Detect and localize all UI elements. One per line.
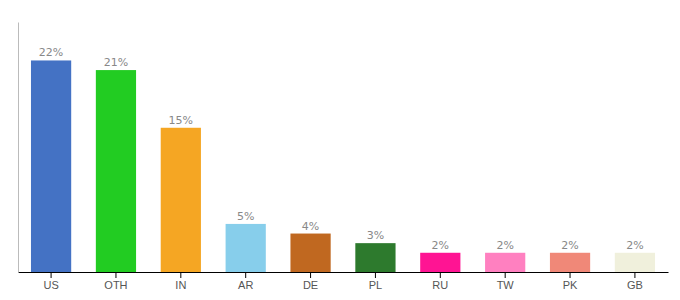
bar: [161, 128, 201, 272]
x-tick-mark: [115, 272, 116, 278]
bar: [550, 253, 590, 272]
x-tick-mark: [51, 272, 52, 278]
x-tick-label: PL: [369, 279, 382, 291]
bar: [96, 70, 136, 272]
bar: [226, 224, 266, 272]
x-tick: RU: [432, 272, 448, 291]
data-label: 22%: [39, 46, 63, 59]
data-label: 15%: [169, 114, 193, 127]
data-label: 2%: [626, 239, 643, 252]
x-tick-mark: [180, 272, 181, 278]
plot: US OTH IN AR DE PL RU TW PK GB 22% 21% 15% 5% 4% 3% 2% 2%…: [19, 23, 669, 291]
x-tick-mark: [570, 272, 571, 278]
chart-container: US OTH IN AR DE PL RU TW PK GB 22% 21% 15% 5% 4% 3% 2% 2%…: [0, 0, 680, 300]
x-tick-mark: [375, 272, 376, 278]
x-tick: PL: [369, 272, 382, 291]
bar: [290, 234, 330, 272]
x-tick-label: DE: [303, 279, 318, 291]
x-tick: TW: [497, 272, 515, 291]
bar: [355, 243, 395, 272]
x-tick-label: IN: [175, 279, 186, 291]
x-tick-mark: [505, 272, 506, 278]
x-tick-label: GB: [627, 279, 643, 291]
data-label: 2%: [561, 239, 578, 252]
data-labels: 22% 21% 15% 5% 4% 3% 2% 2% 2% 2%: [39, 46, 644, 251]
x-tick-label: OTH: [104, 279, 127, 291]
x-tick: OTH: [104, 272, 127, 291]
x-tick-mark: [310, 272, 311, 278]
y-axis: [18, 23, 19, 273]
x-tick: US: [43, 272, 58, 291]
data-label: 21%: [104, 56, 128, 69]
x-tick: GB: [627, 272, 643, 291]
x-tick-label: US: [43, 279, 58, 291]
bar: [485, 253, 525, 272]
x-tick-label: PK: [563, 279, 578, 291]
chart-svg: US OTH IN AR DE PL RU TW PK GB 22% 21% 15% 5% 4% 3% 2% 2%…: [0, 0, 680, 300]
data-label: 3%: [367, 229, 384, 242]
bar: [31, 60, 71, 272]
x-tick-label: TW: [497, 279, 515, 291]
x-tick: DE: [303, 272, 318, 291]
x-tick-label: AR: [238, 279, 253, 291]
data-label: 5%: [237, 210, 254, 223]
data-label: 2%: [432, 239, 449, 252]
x-tick-mark: [634, 272, 635, 278]
bar: [615, 253, 655, 272]
x-tick: AR: [238, 272, 253, 291]
bars: [31, 60, 655, 272]
x-tick-mark: [440, 272, 441, 278]
x-tick-mark: [245, 272, 246, 278]
x-tick: IN: [175, 272, 186, 291]
x-tick-label: RU: [432, 279, 448, 291]
x-tick: PK: [563, 272, 578, 291]
data-label: 4%: [302, 220, 319, 233]
bar: [420, 253, 460, 272]
data-label: 2%: [496, 239, 513, 252]
x-axis: US OTH IN AR DE PL RU TW PK GB: [19, 272, 669, 291]
y-axis-line: [18, 23, 19, 273]
